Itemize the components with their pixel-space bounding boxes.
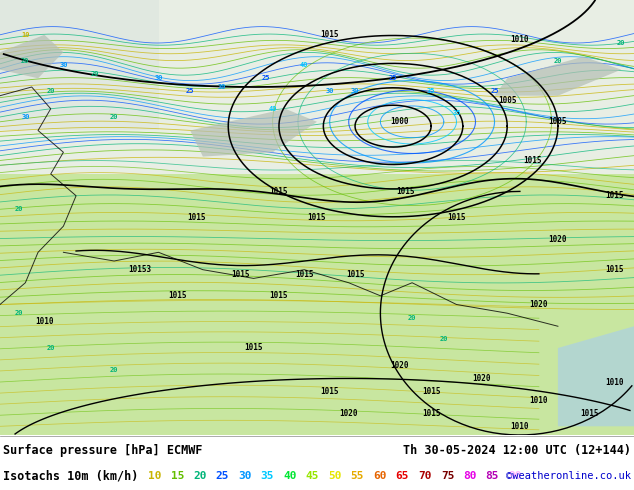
Text: 40: 40 xyxy=(268,106,277,112)
Text: 20: 20 xyxy=(15,206,23,212)
Text: 1005: 1005 xyxy=(548,117,567,126)
Text: 10153: 10153 xyxy=(128,265,151,274)
Text: 1015: 1015 xyxy=(346,270,365,278)
Text: 20: 20 xyxy=(408,315,417,320)
Text: 20: 20 xyxy=(553,58,562,64)
Bar xyxy=(0,0,158,130)
Text: 1010: 1010 xyxy=(35,318,54,326)
Text: 1020: 1020 xyxy=(548,235,567,244)
Text: 10: 10 xyxy=(21,32,30,38)
Text: 30: 30 xyxy=(59,62,68,68)
Bar xyxy=(0,0,634,174)
Polygon shape xyxy=(190,109,317,157)
Text: 30: 30 xyxy=(351,88,359,95)
Text: 1010: 1010 xyxy=(605,378,624,387)
Text: 1015: 1015 xyxy=(307,213,327,222)
Text: 1015: 1015 xyxy=(231,270,250,278)
Text: 1015: 1015 xyxy=(422,409,441,418)
Text: 1005: 1005 xyxy=(498,96,517,104)
Text: 30: 30 xyxy=(21,115,30,121)
Text: 25: 25 xyxy=(389,75,398,81)
Text: 1015: 1015 xyxy=(320,30,339,39)
Text: 30: 30 xyxy=(325,88,334,95)
Text: 85: 85 xyxy=(486,471,499,481)
Text: 1015: 1015 xyxy=(523,156,542,166)
Text: 70: 70 xyxy=(418,471,432,481)
Text: 25: 25 xyxy=(490,88,499,95)
Text: 55: 55 xyxy=(351,471,365,481)
Text: 1015: 1015 xyxy=(605,265,624,274)
Text: 80: 80 xyxy=(463,471,477,481)
Text: 75: 75 xyxy=(441,471,454,481)
Text: 20: 20 xyxy=(15,310,23,316)
Text: 25: 25 xyxy=(262,75,271,81)
Text: 1015: 1015 xyxy=(320,387,339,396)
Bar xyxy=(0,174,634,435)
Text: 20: 20 xyxy=(110,367,119,373)
Text: ©weatheronline.co.uk: ©weatheronline.co.uk xyxy=(506,471,631,481)
Text: 35: 35 xyxy=(261,471,275,481)
Text: 1020: 1020 xyxy=(390,361,409,370)
Text: 60: 60 xyxy=(373,471,387,481)
Text: 1015: 1015 xyxy=(269,291,288,300)
Text: 20: 20 xyxy=(617,41,626,47)
Text: 1000: 1000 xyxy=(390,117,409,126)
Text: 1020: 1020 xyxy=(472,374,491,383)
Text: 1015: 1015 xyxy=(168,291,187,300)
Text: 40: 40 xyxy=(283,471,297,481)
Text: 40: 40 xyxy=(300,62,309,68)
Text: 1015: 1015 xyxy=(244,343,263,352)
Text: 20: 20 xyxy=(46,345,55,351)
Text: 90: 90 xyxy=(508,471,522,481)
Polygon shape xyxy=(558,326,634,426)
Text: 30: 30 xyxy=(154,75,163,81)
Text: 20: 20 xyxy=(110,115,119,121)
Text: 35: 35 xyxy=(427,88,436,95)
Text: 45: 45 xyxy=(306,471,320,481)
Text: Surface pressure [hPa] ECMWF: Surface pressure [hPa] ECMWF xyxy=(3,444,202,457)
Text: 30: 30 xyxy=(238,471,252,481)
Text: 25: 25 xyxy=(186,88,195,95)
Text: 30: 30 xyxy=(217,84,226,90)
Text: Isotachs 10m (km/h): Isotachs 10m (km/h) xyxy=(3,470,153,483)
Text: 1015: 1015 xyxy=(295,270,314,278)
Text: 1015: 1015 xyxy=(580,409,599,418)
Polygon shape xyxy=(495,56,621,96)
Text: 1015: 1015 xyxy=(187,213,206,222)
Text: 20: 20 xyxy=(439,336,448,343)
Text: 20: 20 xyxy=(21,58,30,64)
Text: 20: 20 xyxy=(46,88,55,95)
Text: 10: 10 xyxy=(148,471,162,481)
Text: 35: 35 xyxy=(452,110,461,116)
Text: 1015: 1015 xyxy=(447,213,466,222)
Text: 1015: 1015 xyxy=(422,387,441,396)
Text: 25: 25 xyxy=(216,471,230,481)
Text: 65: 65 xyxy=(396,471,410,481)
Text: Th 30-05-2024 12:00 UTC (12+144): Th 30-05-2024 12:00 UTC (12+144) xyxy=(403,444,631,457)
Text: 1010: 1010 xyxy=(510,35,529,44)
Polygon shape xyxy=(0,35,63,78)
Text: 15: 15 xyxy=(171,471,184,481)
Text: 1010: 1010 xyxy=(510,422,529,431)
Text: 1015: 1015 xyxy=(605,191,624,200)
Text: 20: 20 xyxy=(193,471,207,481)
Text: 1015: 1015 xyxy=(396,187,415,196)
Text: 1020: 1020 xyxy=(529,300,548,309)
Text: 50: 50 xyxy=(328,471,342,481)
Text: 1015: 1015 xyxy=(269,187,288,196)
Text: 1020: 1020 xyxy=(339,409,358,418)
Text: 20: 20 xyxy=(91,71,100,77)
Text: 1010: 1010 xyxy=(529,396,548,405)
